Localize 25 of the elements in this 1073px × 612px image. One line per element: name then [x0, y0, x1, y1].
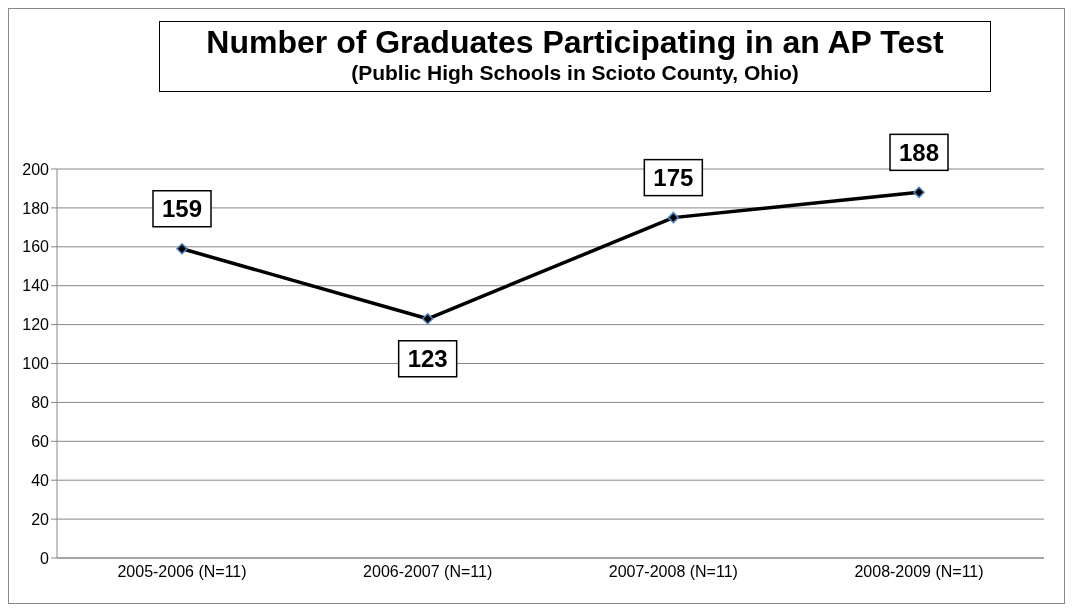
y-tick-label: 80: [31, 394, 50, 412]
chart-subtitle: (Public High Schools in Scioto County, Ohio): [350, 61, 800, 85]
data-label: 188: [898, 138, 940, 166]
y-tick-label: 40: [31, 471, 50, 489]
y-tick-label: 160: [22, 238, 50, 256]
y-tick-label: 140: [22, 277, 50, 295]
y-tick-label: 200: [22, 160, 50, 178]
point: [667, 211, 680, 224]
data-label: 123: [407, 345, 448, 373]
data-label: 175: [653, 164, 694, 192]
x-tick-label: 2006-2007 (N=11): [363, 563, 493, 581]
y-tick-label: 100: [22, 355, 50, 373]
point: [913, 186, 925, 199]
point: [176, 242, 188, 255]
x-tick-label: 2007-2008 (N=11): [608, 563, 738, 581]
x-tick-label: 2005-2006 (N=11): [117, 563, 247, 581]
y-tick-label: 60: [31, 432, 50, 450]
x-tick-label: 2008-2009 (N=11): [854, 563, 984, 581]
chart-title: Number of Graduates Participating in an AP Test: [205, 24, 945, 61]
y-tick-label: 20: [31, 510, 50, 528]
y-tick-label: 0: [40, 549, 50, 567]
data-label: 159: [161, 195, 203, 223]
y-tick-label: 120: [22, 316, 50, 334]
y-tick-label: 180: [22, 199, 50, 217]
point: [421, 313, 434, 325]
